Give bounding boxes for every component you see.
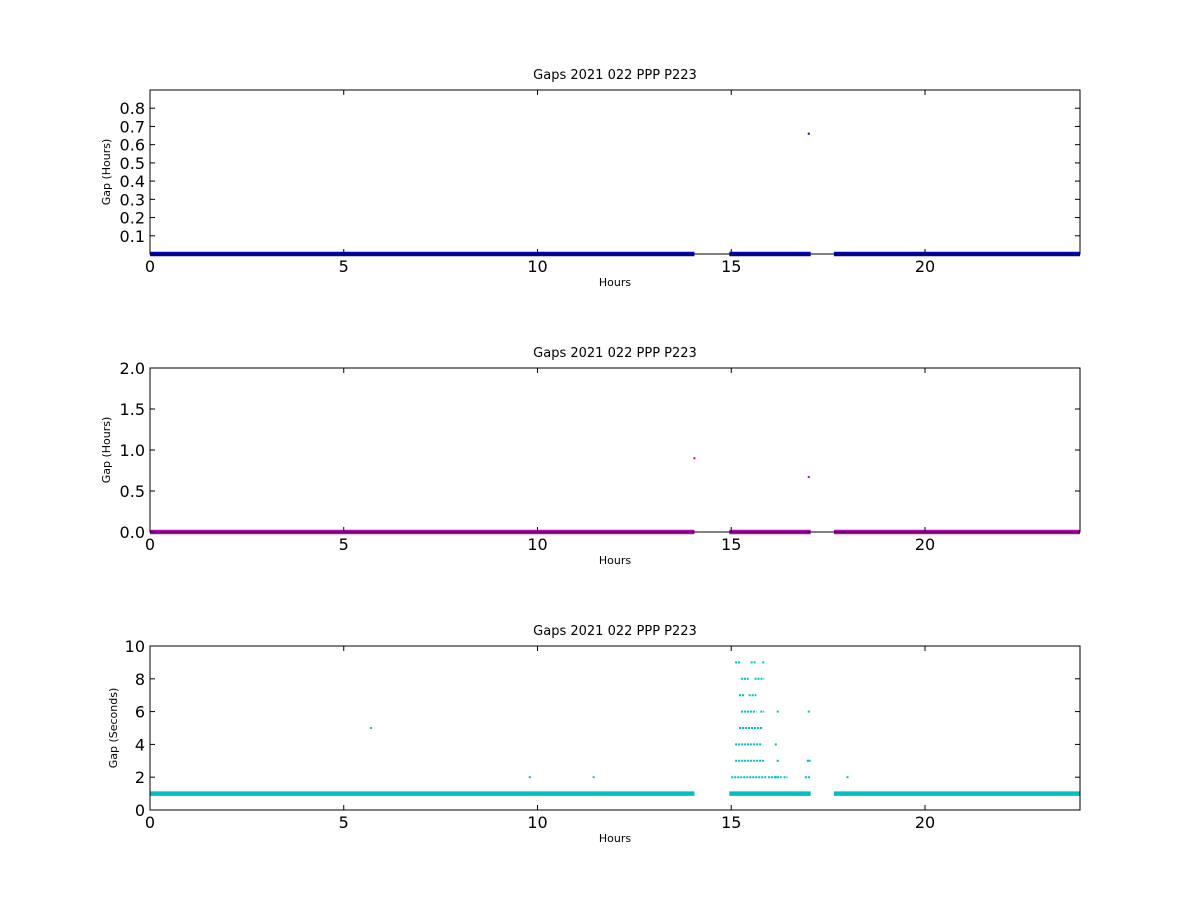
data-point xyxy=(807,132,810,135)
x-tick-label: 15 xyxy=(721,535,741,554)
y-tick-label: 2 xyxy=(135,768,145,787)
y-tick-label: 0.1 xyxy=(120,227,145,246)
x-axis-label: Hours xyxy=(599,554,631,567)
data-point xyxy=(693,457,696,460)
x-tick-label: 10 xyxy=(527,257,547,276)
plot-frame xyxy=(149,367,1081,533)
y-tick-label: 4 xyxy=(135,735,145,754)
data-point xyxy=(592,776,595,779)
chart-panel-3: Gaps 2021 022 PPP P223 Hours Gap (Seconds)… xyxy=(107,624,1081,845)
x-tick-label: 15 xyxy=(721,813,741,832)
chart-title: Gaps 2021 022 PPP P223 xyxy=(533,346,697,361)
x-axis-label: Hours xyxy=(599,276,631,289)
data-point xyxy=(369,727,372,729)
y-tick-label: 6 xyxy=(135,703,145,722)
data-point xyxy=(369,252,372,255)
x-tick-label: 15 xyxy=(721,257,741,276)
chart-panel-2: Gaps 2021 022 PPP P223 Hours Gap (Hours) 0 5… xyxy=(100,346,1081,567)
x-tick-label: 20 xyxy=(915,535,935,554)
y-axis-label: Gap (Hours) xyxy=(100,417,113,484)
x-tick-label: 0 xyxy=(145,257,155,276)
data-point xyxy=(807,759,810,762)
y-axis-label: Gap (Seconds) xyxy=(107,688,120,769)
y-tick-label: 0.7 xyxy=(120,117,145,136)
y-tick-label: 2.0 xyxy=(120,359,145,378)
y-tick-label: 0.3 xyxy=(120,190,145,209)
y-tick-label: 0 xyxy=(135,801,145,820)
x-tick-label: 10 xyxy=(527,535,547,554)
y-tick-label: 1.5 xyxy=(120,400,145,419)
x-tick-label: 5 xyxy=(339,535,349,554)
y-tick-label: 0.4 xyxy=(120,172,145,191)
x-tick-label: 5 xyxy=(339,257,349,276)
data-point xyxy=(846,776,849,779)
x-tick-label: 0 xyxy=(145,535,155,554)
y-axis-label: Gap (Hours) xyxy=(100,139,113,206)
data-point xyxy=(776,710,779,713)
data-point xyxy=(774,743,777,746)
y-tick-label: 8 xyxy=(135,670,145,689)
plot-frame xyxy=(149,89,1081,255)
chart-title: Gaps 2021 022 PPP P223 xyxy=(533,68,697,83)
x-tick-label: 20 xyxy=(915,813,935,832)
y-tick-label: 0.2 xyxy=(120,209,145,228)
y-tick-label: 0.0 xyxy=(120,523,145,542)
x-tick-label: 0 xyxy=(145,813,155,832)
data-point xyxy=(528,776,531,779)
chart-panel-1: Gaps 2021 022 PPP P223 Hours Gap (Hours) 0 5… xyxy=(100,68,1081,289)
x-tick-label: 10 xyxy=(527,813,547,832)
y-tick-label: 0.5 xyxy=(120,482,145,501)
x-tick-label: 5 xyxy=(339,813,349,832)
data-point xyxy=(774,776,777,779)
chart-title: Gaps 2021 022 PPP P223 xyxy=(533,624,697,639)
x-tick-label: 20 xyxy=(915,257,935,276)
y-tick-label: 0.5 xyxy=(120,154,145,173)
data-point xyxy=(807,710,810,713)
y-tick-label: 1.0 xyxy=(120,441,145,460)
data-point xyxy=(807,476,810,479)
y-tick-label: 10 xyxy=(125,637,145,656)
y-tick-label: 0.6 xyxy=(120,136,145,155)
x-axis-label: Hours xyxy=(599,832,631,845)
y-tick-label: 0.8 xyxy=(120,99,145,118)
data-point xyxy=(776,759,779,762)
plot-frame xyxy=(149,645,1081,811)
